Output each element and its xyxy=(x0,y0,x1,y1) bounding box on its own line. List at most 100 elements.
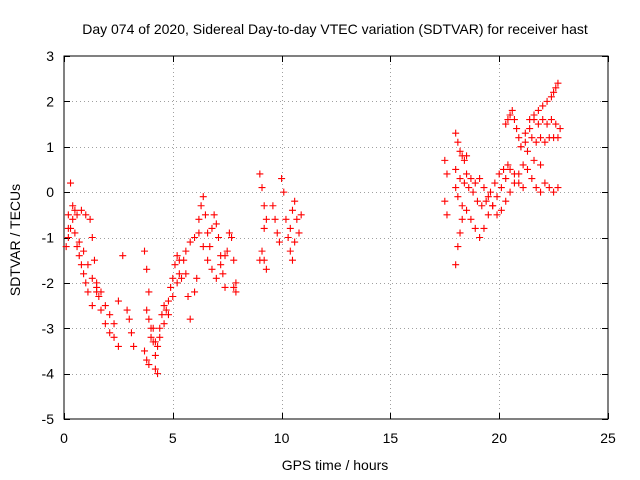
data-point xyxy=(288,256,296,264)
data-point xyxy=(204,256,212,264)
data-point xyxy=(143,265,151,273)
data-point xyxy=(199,193,207,201)
data-point xyxy=(528,175,536,183)
data-point xyxy=(197,202,205,210)
data-point xyxy=(456,147,464,155)
data-point xyxy=(232,279,240,287)
data-point xyxy=(443,170,451,178)
data-point xyxy=(119,252,127,260)
data-point xyxy=(186,315,194,323)
data-point xyxy=(537,161,545,169)
data-point xyxy=(291,238,299,246)
data-point xyxy=(199,243,207,251)
data-point xyxy=(212,220,220,228)
data-point xyxy=(441,156,449,164)
data-point xyxy=(141,247,149,255)
data-point xyxy=(495,170,503,178)
data-point xyxy=(221,283,229,291)
data-point xyxy=(532,138,540,146)
data-point xyxy=(506,188,514,196)
data-point xyxy=(543,120,551,128)
series-arc-m xyxy=(441,129,471,219)
data-point xyxy=(169,274,177,282)
data-point xyxy=(147,333,155,341)
data-point xyxy=(465,184,473,192)
data-point xyxy=(173,252,181,260)
data-point xyxy=(269,202,277,210)
data-point xyxy=(69,202,77,210)
y-axis-title: SDTVAR / TECUs xyxy=(7,184,23,296)
y-tick-labels: -5 -4 -3 -2 -1 0 1 2 3 xyxy=(42,48,55,427)
data-point xyxy=(125,315,133,323)
data-point xyxy=(513,125,521,133)
data-point xyxy=(145,288,153,296)
data-point xyxy=(77,261,85,269)
data-point xyxy=(293,215,301,223)
data-point xyxy=(510,179,518,187)
data-point xyxy=(519,184,527,192)
data-point xyxy=(71,206,79,214)
data-point xyxy=(88,274,96,282)
data-point xyxy=(151,365,159,373)
data-point xyxy=(256,256,264,264)
data-point xyxy=(534,120,542,128)
data-point xyxy=(145,361,153,369)
data-point xyxy=(130,342,138,350)
data-point xyxy=(284,234,292,241)
data-point xyxy=(476,175,484,183)
series-arc-r xyxy=(517,79,562,151)
data-point xyxy=(101,302,109,310)
data-point xyxy=(145,315,153,323)
x-tick-label: 0 xyxy=(60,430,68,446)
data-point xyxy=(502,175,510,183)
data-point xyxy=(217,252,225,260)
data-point xyxy=(260,202,268,210)
data-point xyxy=(473,197,481,205)
data-point xyxy=(88,234,96,241)
data-point xyxy=(554,134,562,142)
data-point xyxy=(178,274,186,282)
data-point xyxy=(167,283,175,291)
data-point xyxy=(295,229,303,237)
data-point xyxy=(262,265,270,273)
data-point xyxy=(539,102,547,110)
data-point xyxy=(517,143,525,151)
data-point xyxy=(460,179,468,187)
data-point xyxy=(106,311,114,319)
data-point xyxy=(286,224,294,232)
data-point xyxy=(151,338,159,346)
plot-frame xyxy=(63,55,609,420)
data-point xyxy=(160,320,168,328)
data-point xyxy=(471,179,479,187)
data-point xyxy=(154,342,162,350)
data-point xyxy=(182,247,190,255)
data-point xyxy=(537,134,545,142)
data-point xyxy=(201,211,209,219)
data-point xyxy=(84,288,92,296)
data-point xyxy=(225,229,233,237)
y-tick-label: -5 xyxy=(42,411,55,427)
data-point xyxy=(452,184,460,192)
data-point xyxy=(463,152,471,160)
y-tick-label: -1 xyxy=(42,230,55,246)
data-point xyxy=(521,138,529,146)
data-point xyxy=(80,270,88,278)
data-point xyxy=(480,224,488,232)
series-arc-j xyxy=(256,170,270,273)
data-point xyxy=(552,120,560,128)
data-point xyxy=(500,165,508,173)
data-point xyxy=(493,193,501,201)
data-point xyxy=(143,306,151,314)
y-tick-label: 3 xyxy=(46,48,54,64)
data-point xyxy=(271,215,279,223)
data-point xyxy=(106,329,114,337)
data-point xyxy=(260,224,268,232)
data-point xyxy=(441,197,449,205)
data-point xyxy=(480,184,488,192)
chart-title: Day 074 of 2020, Sidereal Day-to-day VTE… xyxy=(82,21,588,37)
data-point xyxy=(467,215,475,223)
data-point xyxy=(154,370,162,378)
data-point xyxy=(151,351,159,359)
data-point xyxy=(93,283,101,291)
data-point xyxy=(280,188,288,196)
